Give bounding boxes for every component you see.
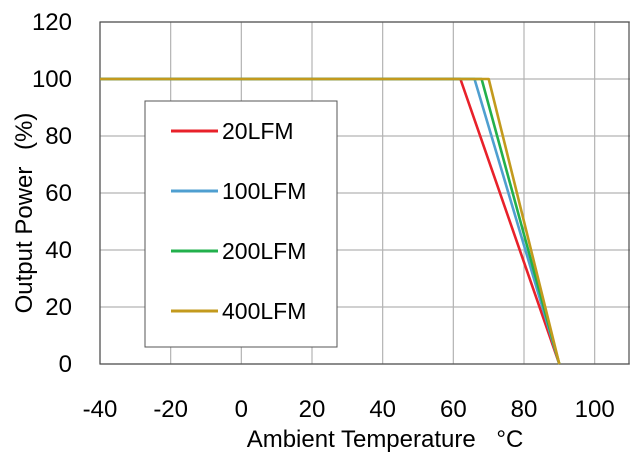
y-tick-label: 80 (45, 123, 72, 150)
x-axis-title: Ambient Temperature °C (247, 426, 524, 453)
y-axis-unit: (%) (11, 113, 38, 150)
y-tick-label: 120 (32, 9, 72, 36)
y-tick-label: 0 (59, 351, 72, 378)
x-tick-label: -20 (153, 396, 188, 423)
x-tick-label: 20 (299, 396, 326, 423)
x-tick-label: 80 (511, 396, 538, 423)
legend-label-20lfm: 20LFM (222, 118, 294, 144)
x-tick-label: 0 (235, 396, 248, 423)
y-tick-label: 40 (45, 237, 72, 264)
y-tick-label: 60 (45, 180, 72, 207)
x-tick-label: 100 (575, 396, 615, 423)
legend-label-200lfm: 200LFM (222, 238, 306, 264)
plot-frame (99, 21, 630, 365)
y-axis-label: Output Power (11, 167, 38, 314)
y-tick-label: 100 (32, 66, 72, 93)
x-tick-label: 40 (369, 396, 396, 423)
x-tick-label: 60 (440, 396, 467, 423)
y-tick-label: 20 (45, 294, 72, 321)
legend: 20LFM 100LFM 200LFM 400LFM (144, 100, 338, 348)
y-axis-title: Output Power (%) (11, 113, 38, 314)
legend-label-100lfm: 100LFM (222, 178, 306, 204)
legend-label-400lfm: 400LFM (222, 298, 306, 324)
legend-box (144, 100, 338, 348)
tick-labels: -40 -20 0 20 40 60 80 100 0 20 40 60 80 100 120 (32, 9, 615, 423)
series-line-400lfm (100, 77, 561, 365)
x-axis-label: Ambient Temperature (247, 426, 476, 453)
x-axis-unit: °C (496, 426, 523, 453)
x-tick-label: -40 (83, 396, 118, 423)
series-lines (100, 77, 561, 365)
